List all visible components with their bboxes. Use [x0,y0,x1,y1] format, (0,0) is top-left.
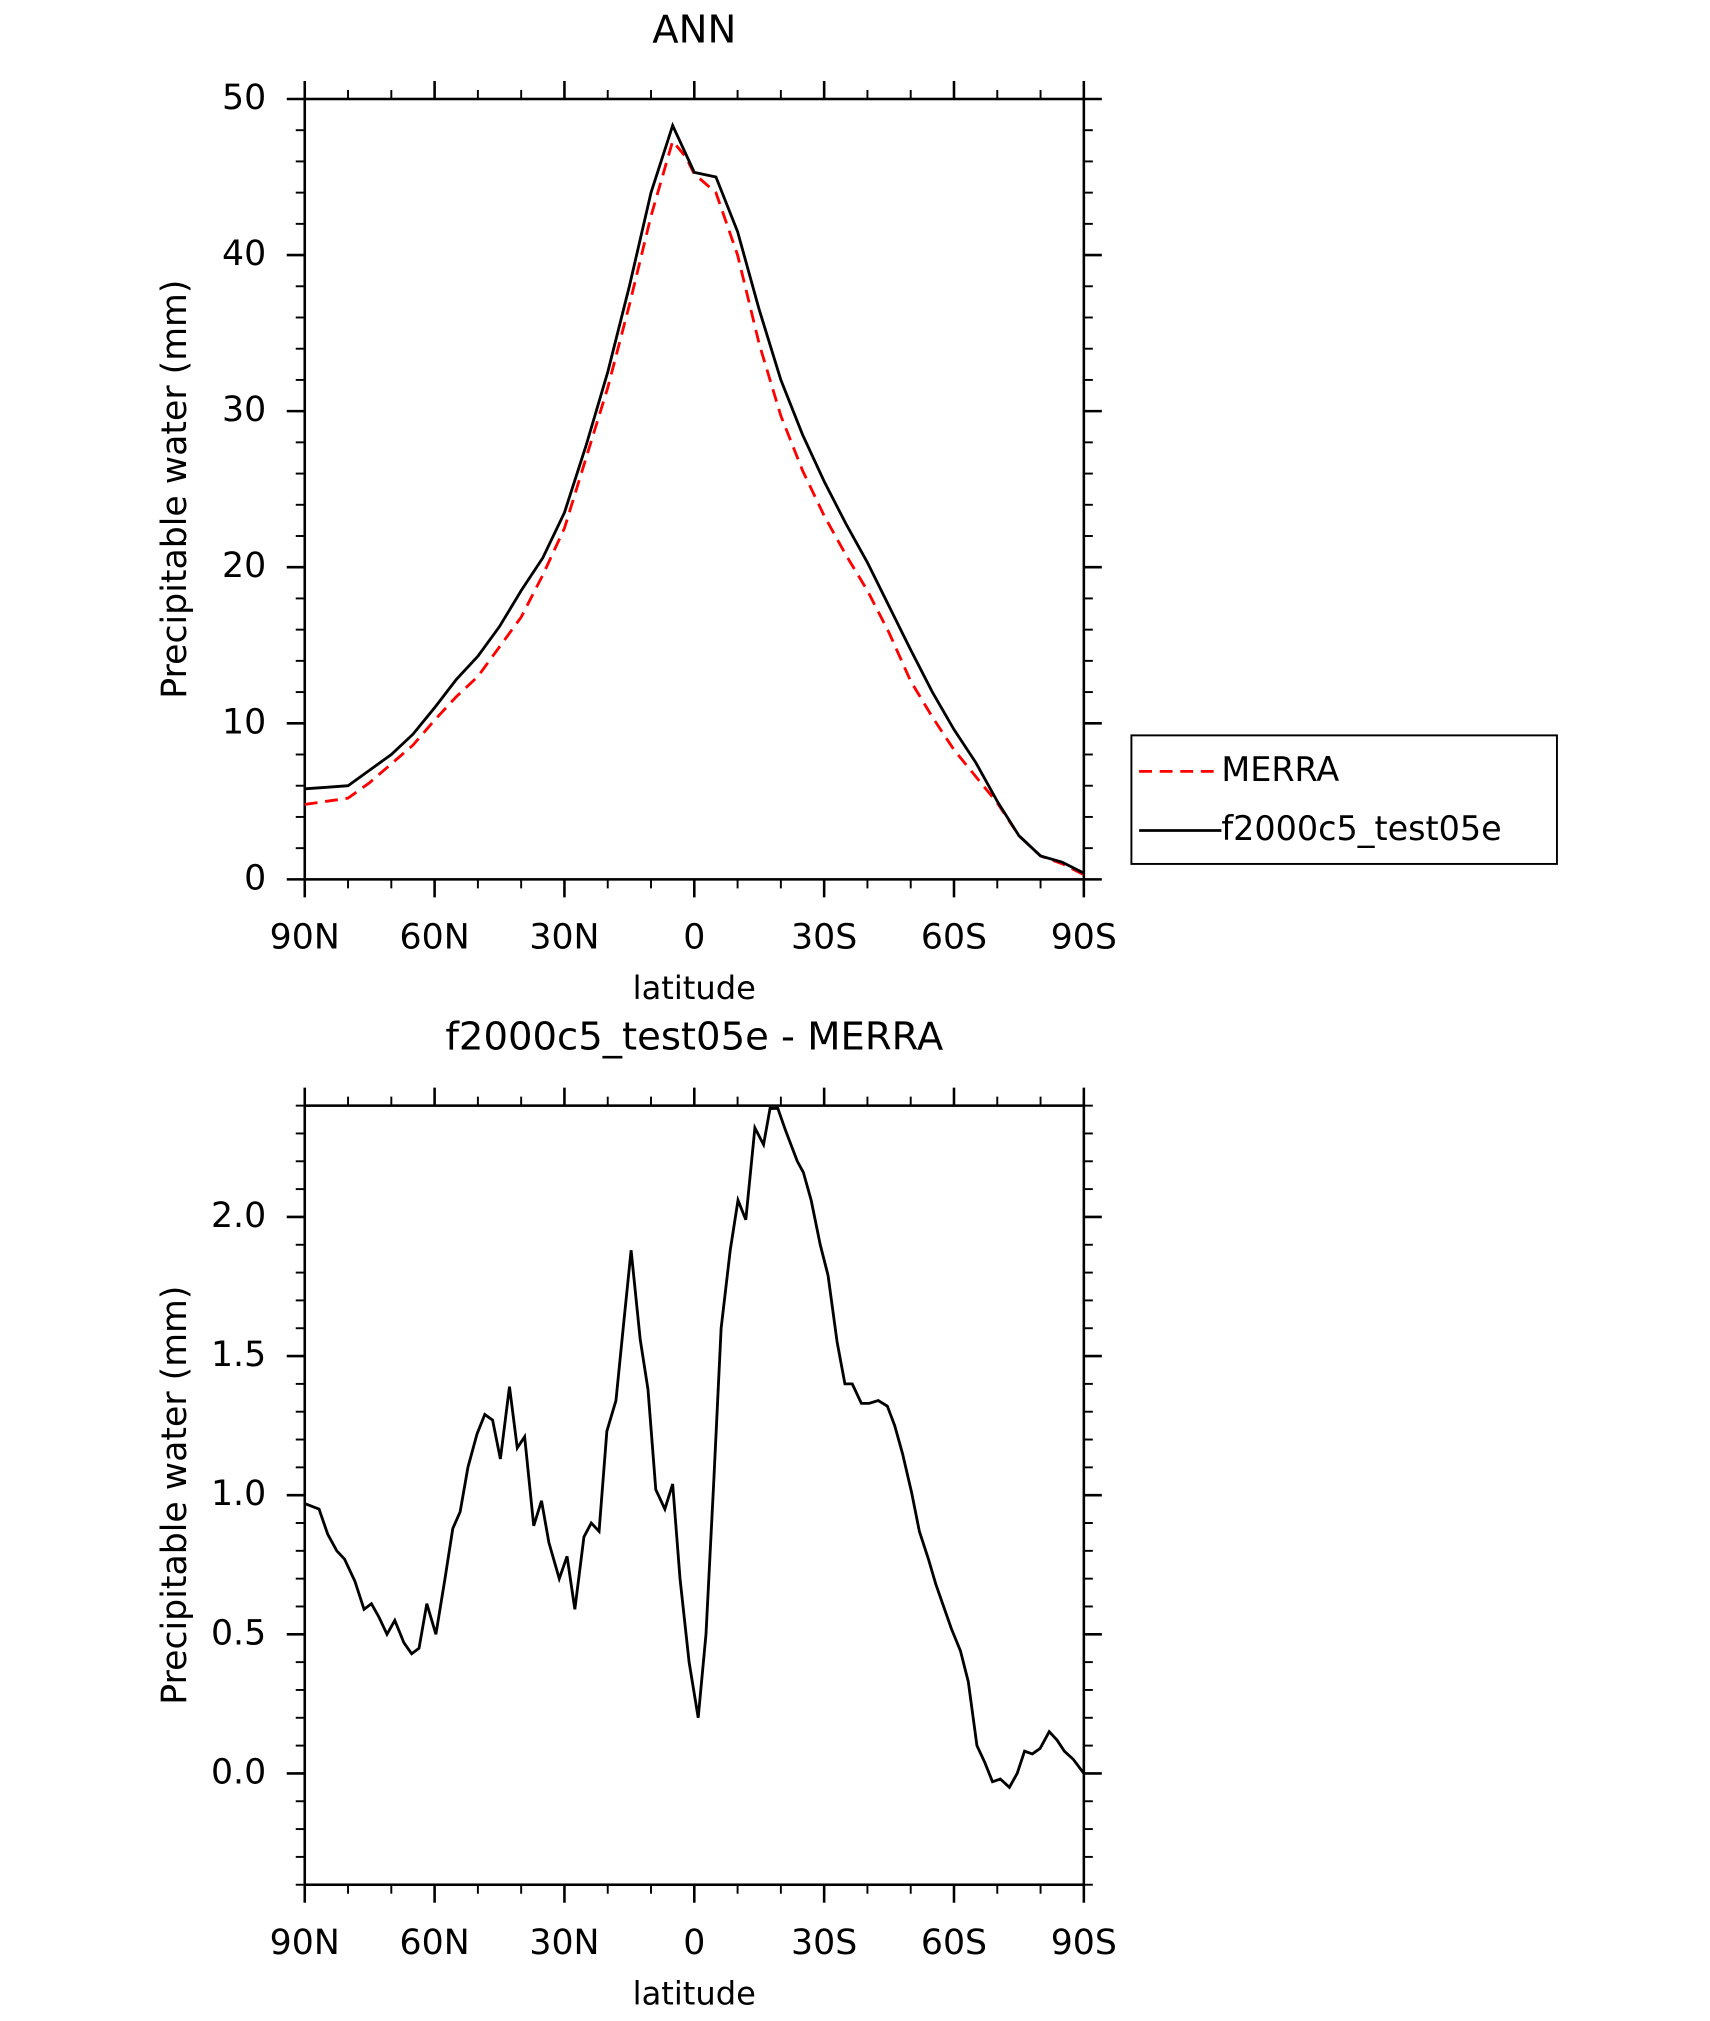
y-tick-label: 0.0 [211,1752,266,1792]
y-axis-label: Precipitable water (mm) [155,280,195,699]
y-tick-label: 20 [222,546,266,586]
chart-title: f2000c5_test05e - MERRA [445,1014,943,1059]
x-tick-label: 60N [400,918,470,958]
x-tick-label: 90S [1051,918,1117,958]
x-axis-label: latitude [633,969,756,1007]
plot-frame [303,97,1086,881]
x-tick-label: 90N [270,1923,340,1963]
y-tick-label: 1.5 [211,1335,266,1375]
plot-frame [303,1104,1086,1887]
x-tick-label: 60S [921,1923,987,1963]
y-tick-label: 1.0 [211,1474,266,1514]
y-axis-label: Precipitable water (mm) [155,1286,195,1705]
x-tick-label: 60S [921,918,987,958]
x-tick-label: 30N [529,918,599,958]
data-line [304,121,1085,875]
data-line [304,138,1085,876]
x-tick-label: 0 [683,918,705,958]
chart-title: ANN [652,8,736,53]
x-tick-label: 30S [791,918,857,958]
data-line [304,1106,1085,1790]
y-tick-label: 50 [222,78,266,118]
y-tick-label: 40 [222,234,266,274]
x-tick-label: 90S [1051,1923,1117,1963]
y-tick-label: 10 [222,702,266,742]
x-tick-label: 30S [791,1923,857,1963]
x-tick-label: 30N [529,1923,599,1963]
y-tick-label: 0 [244,858,266,898]
y-tick-label: 30 [222,390,266,430]
x-tick-label: 90N [270,918,340,958]
x-axis-label: latitude [633,1974,756,2012]
y-tick-label: 2.0 [211,1196,266,1236]
y-tick-label: 0.5 [211,1613,266,1653]
legend-label: MERRA [1221,750,1339,789]
x-tick-label: 0 [683,1923,705,1963]
x-tick-label: 60N [400,1923,470,1963]
legend-box [1130,734,1558,865]
legend-label: f2000c5_test05e [1221,809,1501,848]
